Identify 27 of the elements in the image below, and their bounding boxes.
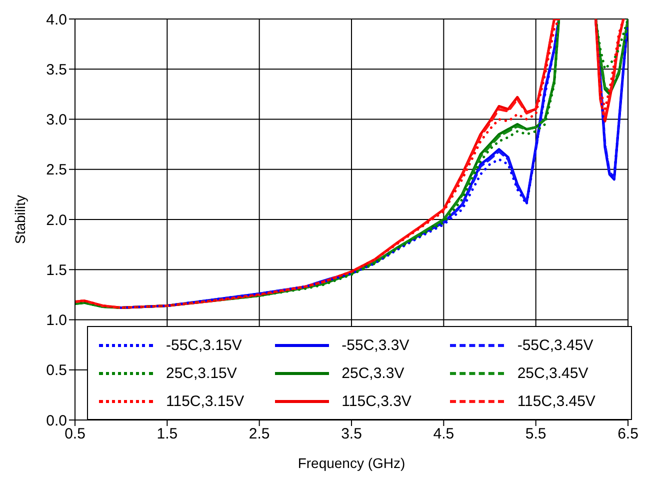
y-axis-title: Stability	[12, 194, 28, 244]
x-tick-label: 4.5	[433, 426, 454, 443]
legend-label: 115C,3.45V	[517, 392, 596, 410]
x-axis-title: Frequency (GHz)	[298, 455, 406, 471]
y-tick-label: 1.5	[46, 262, 67, 279]
y-tick-label: 3.5	[46, 61, 67, 78]
x-tick-label: 3.5	[341, 426, 362, 443]
legend-label: -55C,3.45V	[517, 336, 594, 354]
legend-label: 115C,3.15V	[166, 392, 244, 410]
legend-label: -55C,3.15V	[166, 336, 242, 354]
y-tick-label: 3.0	[46, 112, 67, 129]
legend-label: 25C,3.45V	[517, 364, 588, 382]
legend-label: -55C,3.3V	[342, 336, 410, 354]
legend-label: 25C,3.15V	[166, 364, 237, 382]
y-tick-label: 2.5	[46, 162, 67, 179]
x-tick-label: 6.5	[618, 426, 638, 443]
y-tick-label: 4.0	[46, 11, 67, 28]
y-tick-label: 0.5	[46, 362, 67, 380]
x-tick-label: 1.5	[156, 426, 178, 443]
legend-label: 25C,3.3V	[342, 364, 404, 382]
x-tick-label: 2.5	[248, 426, 270, 443]
legend-label: 115C,3.3V	[342, 392, 412, 410]
y-tick-label: 0.0	[46, 412, 67, 430]
x-tick-label: 0.5	[64, 426, 86, 443]
y-tick-label: 2.0	[46, 212, 67, 229]
x-tick-label: 5.5	[525, 426, 546, 443]
y-tick-label: 1.0	[46, 312, 67, 330]
